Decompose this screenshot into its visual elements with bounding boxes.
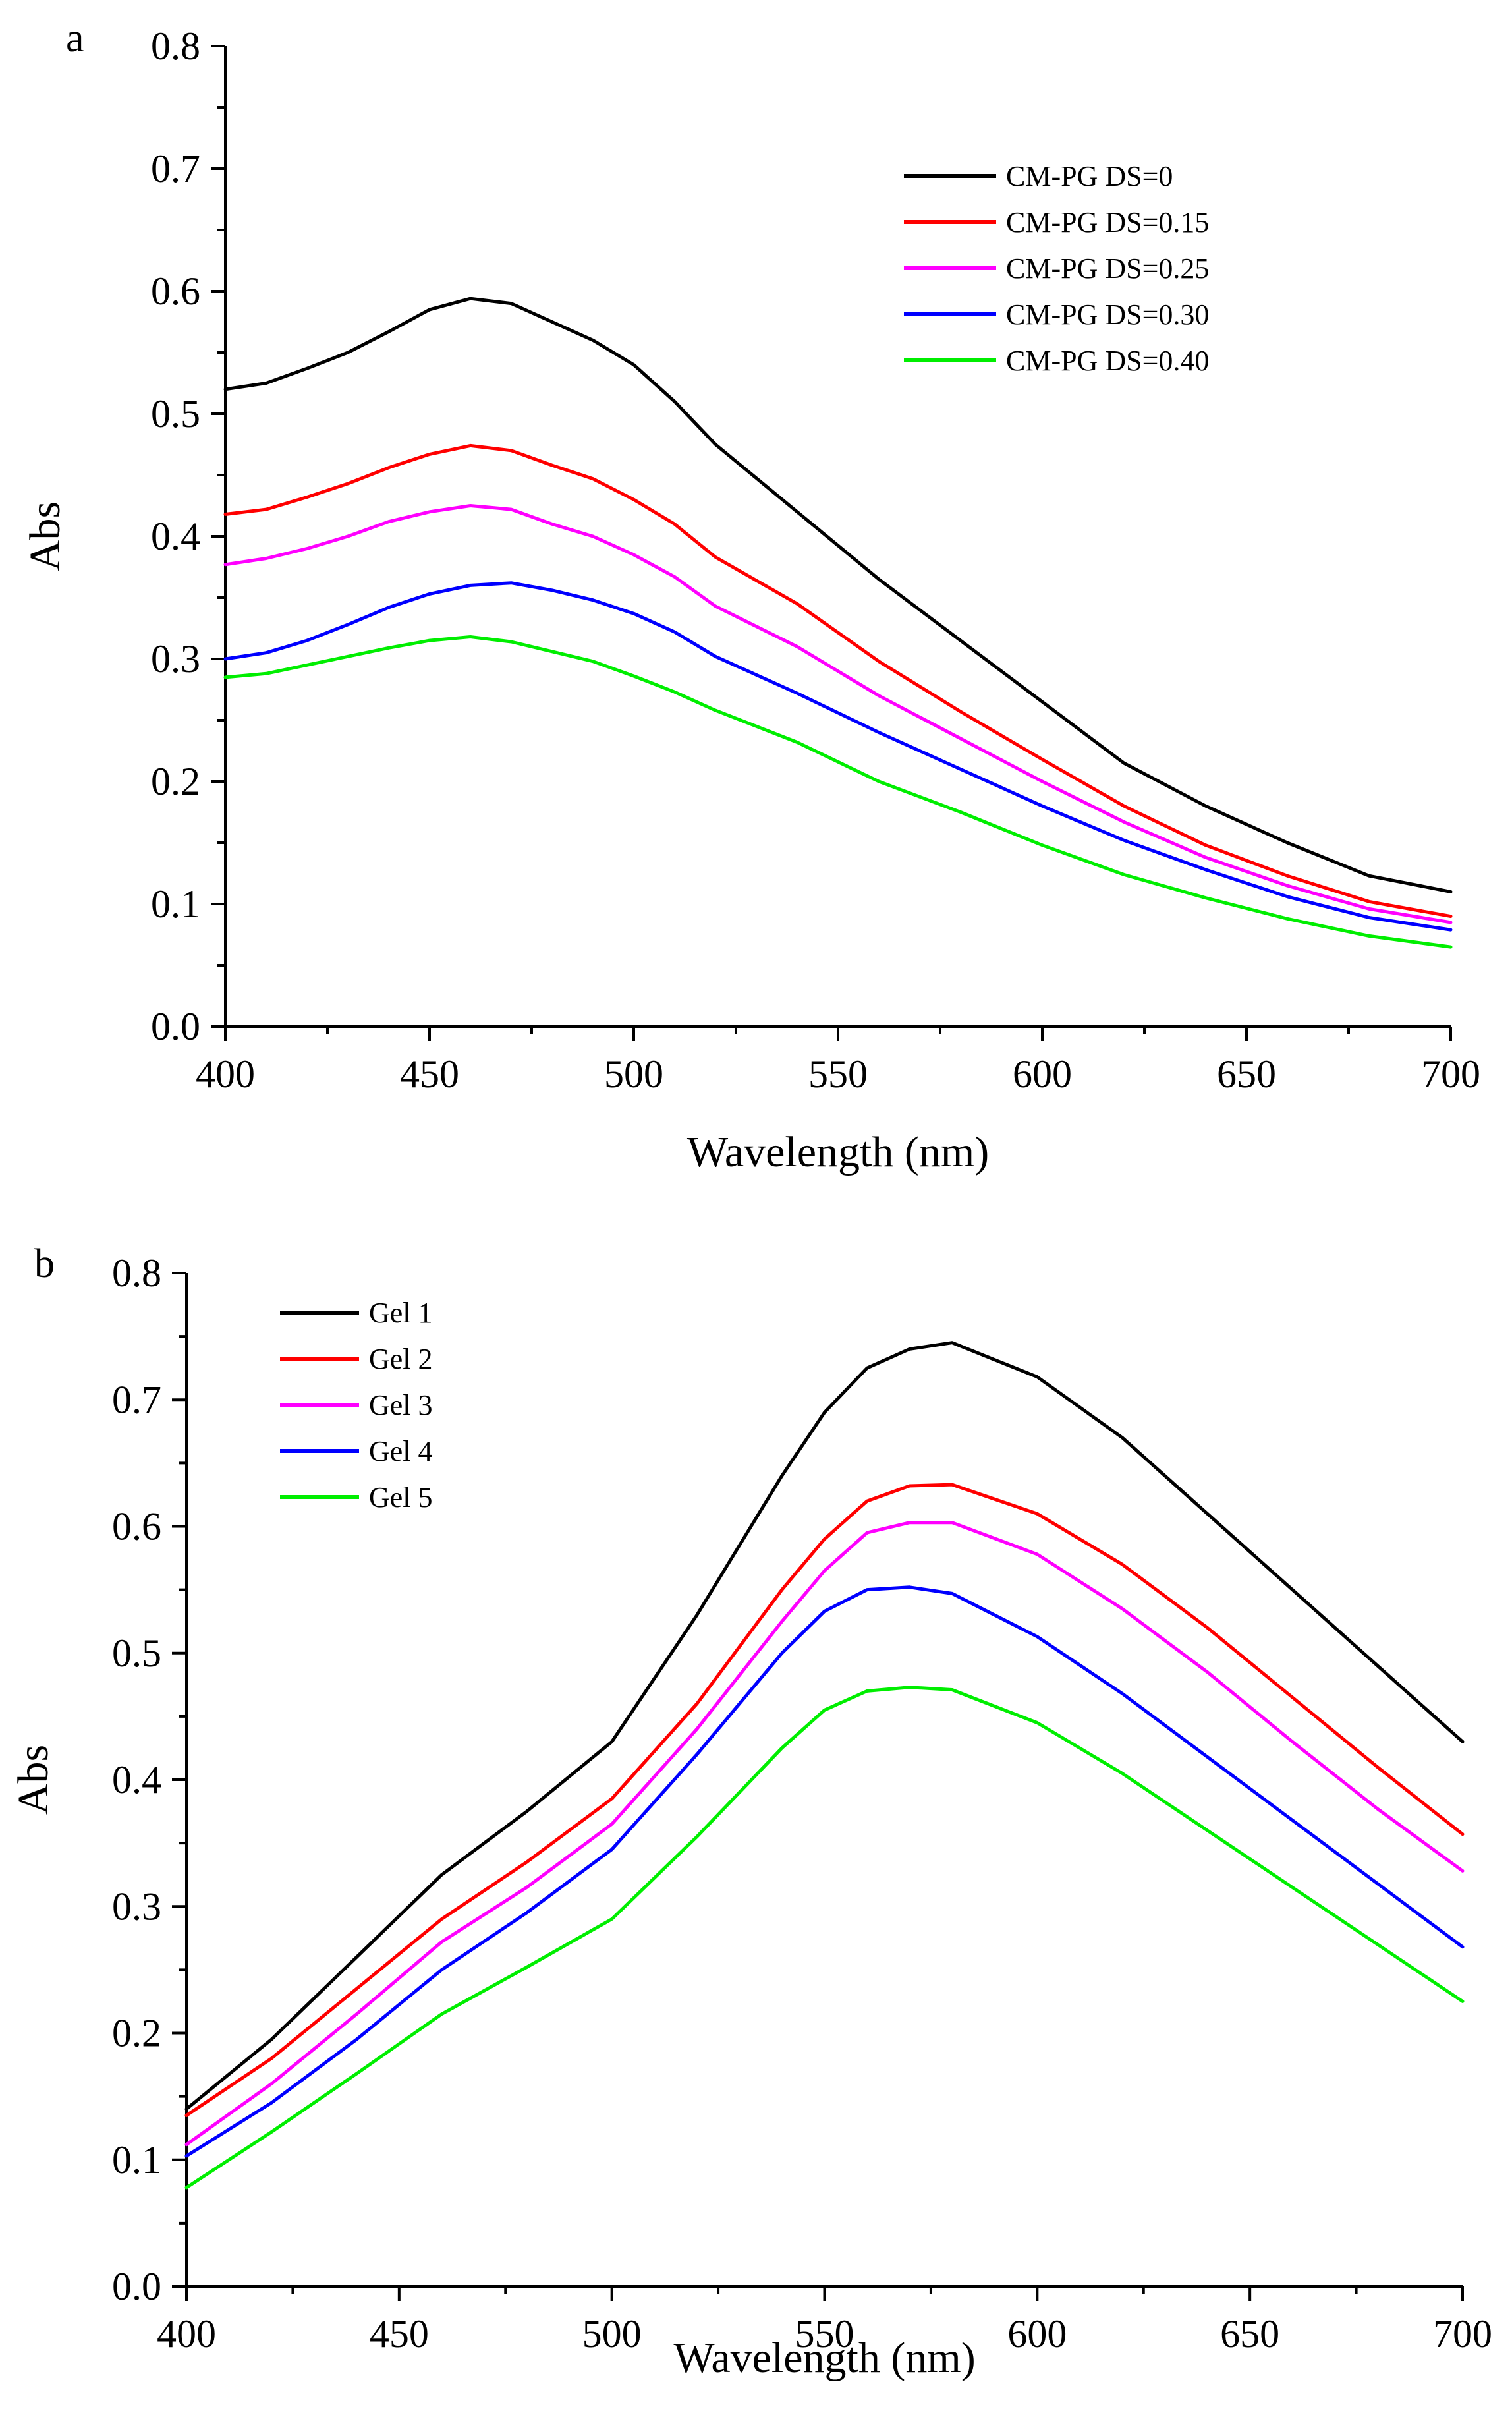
y-axis-title: Abs <box>21 501 69 571</box>
legend-label-5: Gel 5 <box>369 1481 433 1514</box>
y-tick-label: 0.4 <box>112 1758 161 1801</box>
legend-label-1: Gel 1 <box>369 1297 433 1329</box>
legend-label-2: Gel 2 <box>369 1343 433 1375</box>
y-tick-label: 0.3 <box>151 637 200 681</box>
y-tick-label: 0.8 <box>112 1251 161 1295</box>
x-tick-label: 650 <box>1220 2312 1279 2356</box>
x-tick-label: 400 <box>196 1052 255 1096</box>
x-tick-label: 500 <box>582 2312 642 2356</box>
x-tick-label: 600 <box>1007 2312 1067 2356</box>
y-tick-label: 0.7 <box>151 147 200 190</box>
y-tick-label: 0.2 <box>112 2012 161 2055</box>
series-line-5 <box>223 635 1453 949</box>
x-tick-label: 400 <box>157 2312 216 2356</box>
series-line-4 <box>223 581 1453 932</box>
y-tick-label: 0.5 <box>151 392 200 436</box>
x-tick-label: 450 <box>370 2312 429 2356</box>
series-line-3 <box>223 504 1453 924</box>
series-line-2 <box>184 1483 1465 2117</box>
y-tick-label: 0.1 <box>112 2138 161 2182</box>
series-line-2 <box>223 443 1453 919</box>
x-tick-label: 700 <box>1433 2312 1492 2356</box>
legend-label-3: Gel 3 <box>369 1389 433 1421</box>
legend-label-2: CM-PG DS=0.15 <box>1006 206 1209 239</box>
x-tick-label: 700 <box>1421 1052 1480 1096</box>
y-tick-label: 0.2 <box>151 760 200 803</box>
x-axis-title: Wavelength (nm) <box>673 2334 975 2382</box>
x-tick-label: 500 <box>604 1052 663 1096</box>
x-tick-label: 450 <box>400 1052 459 1096</box>
y-tick-label: 0.5 <box>112 1631 161 1675</box>
legend: Gel 1 Gel 2 Gel 3 Gel 4 Gel 5 <box>280 1297 433 1514</box>
y-tick-label: 0.7 <box>112 1378 161 1421</box>
x-tick-label: 600 <box>1013 1052 1072 1096</box>
legend-label-4: Gel 4 <box>369 1435 433 1467</box>
y-tick-label: 0.0 <box>151 1005 200 1048</box>
y-tick-label: 0.1 <box>151 882 200 926</box>
y-axis-title: Abs <box>9 1745 57 1815</box>
legend-label-3: CM-PG DS=0.25 <box>1006 252 1209 285</box>
panel-label: a <box>66 16 84 61</box>
y-tick-label: 0.8 <box>151 24 200 68</box>
x-tick-label: 550 <box>808 1052 868 1096</box>
legend-label-5: CM-PG DS=0.40 <box>1006 345 1209 377</box>
y-tick-label: 0.3 <box>112 1885 161 1928</box>
series-line-3 <box>184 1521 1465 2147</box>
series-line-4 <box>184 1585 1465 2158</box>
x-axis-title: Wavelength (nm) <box>687 1128 989 1176</box>
series-line-1 <box>223 297 1453 893</box>
y-tick-label: 0.6 <box>151 269 200 313</box>
legend-label-1: CM-PG DS=0 <box>1006 160 1173 192</box>
x-tick-label: 550 <box>795 2312 854 2356</box>
panel-label: b <box>34 1241 55 1286</box>
series-line-5 <box>184 1686 1465 2190</box>
series-line-1 <box>184 1341 1465 2111</box>
y-tick-label: 0.6 <box>112 1505 161 1548</box>
panel-b: 400 450 500 550 600 650 700 0.0 0.1 0.2 0.3 0.4 0.5 0… <box>9 1241 1492 2382</box>
y-tick-label: 0.0 <box>112 2265 161 2308</box>
legend: CM-PG DS=0 CM-PG DS=0.15 CM-PG DS=0.25 CM-P… <box>904 160 1209 377</box>
legend-label-4: CM-PG DS=0.30 <box>1006 298 1209 331</box>
panel-a: 400 450 500 550 600 650 700 0.0 0.1 0.2 0.3 0.4 0.5 0… <box>21 16 1480 1176</box>
y-tick-label: 0.4 <box>151 515 200 558</box>
x-tick-label: 650 <box>1217 1052 1276 1096</box>
